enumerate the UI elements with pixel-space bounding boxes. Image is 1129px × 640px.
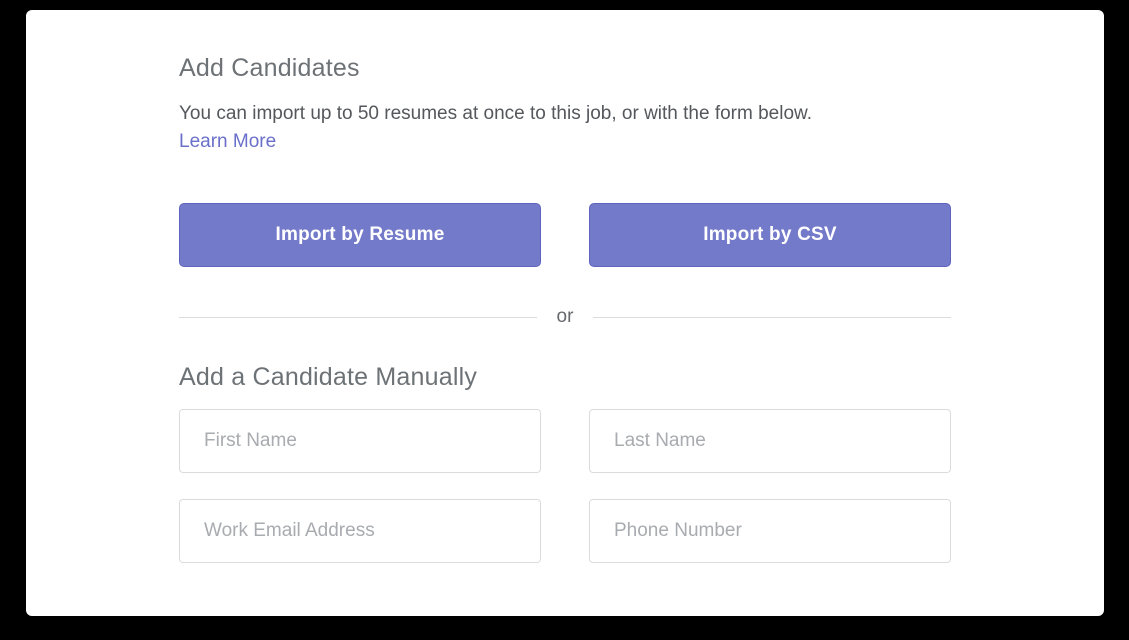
manual-form-title: Add a Candidate Manually xyxy=(179,363,478,391)
add-candidates-card: Add Candidates You can import up to 50 r… xyxy=(26,10,1104,616)
divider-line-right xyxy=(593,316,951,318)
import-description: You can import up to 50 resumes at once … xyxy=(179,103,812,124)
page-title: Add Candidates xyxy=(179,54,360,82)
divider-line-left xyxy=(179,316,537,318)
work-email-field[interactable] xyxy=(179,499,541,563)
last-name-field[interactable] xyxy=(589,409,951,473)
first-name-field[interactable] xyxy=(179,409,541,473)
or-label: or xyxy=(556,306,574,327)
learn-more-link[interactable]: Learn More xyxy=(179,131,277,152)
phone-number-field[interactable] xyxy=(589,499,951,563)
card-content: Add Candidates You can import up to 50 r… xyxy=(179,10,951,563)
import-by-csv-button[interactable]: Import by CSV xyxy=(589,203,951,267)
import-by-resume-button[interactable]: Import by Resume xyxy=(179,203,541,267)
manual-form-fields xyxy=(179,409,951,563)
or-divider: or xyxy=(179,303,951,331)
import-buttons-row: Import by Resume Import by CSV xyxy=(179,203,951,267)
